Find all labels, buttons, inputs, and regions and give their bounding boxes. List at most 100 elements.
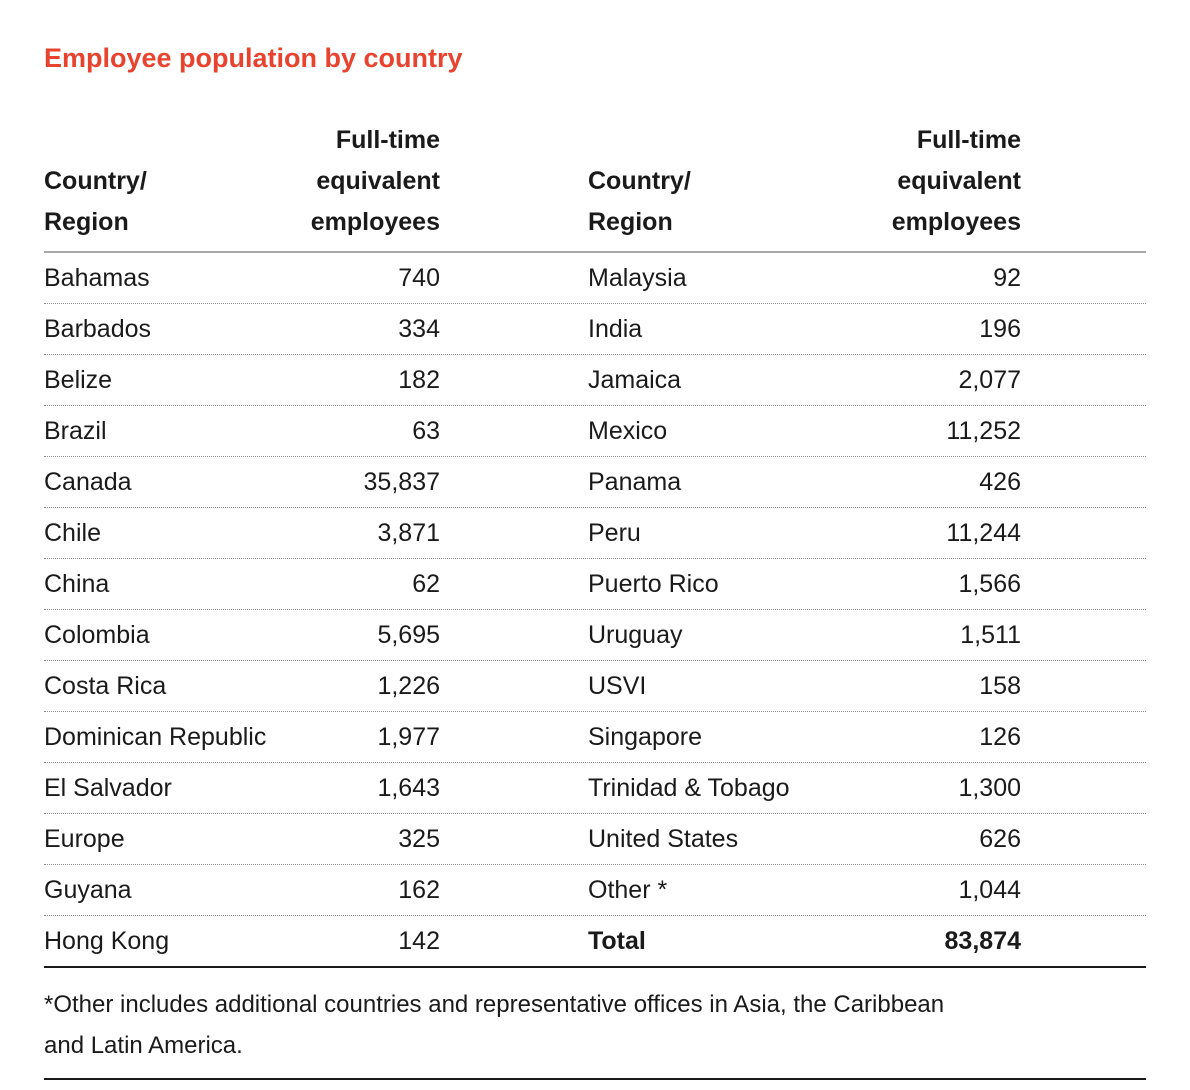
table-row: Hong Kong 142 Total 83,874	[44, 915, 1146, 966]
value-cell: 334	[398, 315, 440, 343]
country-cell: China	[44, 570, 110, 598]
page-title: Employee population by country	[44, 43, 463, 73]
value-cell: 1,300	[958, 774, 1021, 802]
row-right-half: Total 83,874	[588, 925, 1021, 957]
country-cell: Trinidad & Tobago	[588, 774, 790, 802]
country-cell: El Salvador	[44, 774, 172, 802]
value-cell: 3,871	[377, 519, 440, 547]
row-left-half: China 62	[44, 568, 440, 600]
value-cell: 83,874	[944, 927, 1021, 955]
header-line: employees	[891, 208, 1021, 236]
value-cell: 35,837	[363, 468, 440, 496]
row-left-half: Bahamas 740	[44, 262, 440, 294]
bottom-rule	[44, 1078, 1146, 1080]
country-cell: Guyana	[44, 876, 132, 904]
header-right-half: Country/ Region Full-time equivalent emp…	[588, 120, 1021, 243]
country-cell: Colombia	[44, 621, 150, 649]
value-cell: 92	[993, 264, 1021, 292]
country-cell: Chile	[44, 519, 101, 547]
value-cell: 142	[398, 927, 440, 955]
country-cell: Peru	[588, 519, 641, 547]
row-left-half: Belize 182	[44, 364, 440, 396]
table-row: Costa Rica 1,226 USVI 158	[44, 660, 1146, 711]
country-cell: Panama	[588, 468, 682, 496]
row-right-half: Mexico 11,252	[588, 415, 1021, 447]
country-cell: Hong Kong	[44, 927, 170, 955]
header-left-half: Country/ Region Full-time equivalent emp…	[44, 120, 440, 243]
row-right-half: Singapore 126	[588, 721, 1021, 753]
header-fte: Full-time equivalent employees	[892, 120, 1021, 243]
value-cell: 626	[979, 825, 1021, 853]
row-left-half: Barbados 334	[44, 313, 440, 345]
table-row: Dominican Republic 1,977 Singapore 126	[44, 711, 1146, 762]
country-cell: Uruguay	[588, 621, 683, 649]
row-right-half: Malaysia 92	[588, 262, 1021, 294]
row-left-half: Guyana 162	[44, 874, 440, 906]
header-line: employees	[310, 208, 440, 236]
footnote: *Other includes additional countries and…	[44, 984, 1146, 1066]
row-left-half: El Salvador 1,643	[44, 772, 440, 804]
header-fte: Full-time equivalent employees	[311, 120, 440, 243]
row-right-half: USVI 158	[588, 670, 1021, 702]
table-row: Chile 3,871 Peru 11,244	[44, 507, 1146, 558]
country-cell: Barbados	[44, 315, 152, 343]
country-cell: Dominican Republic	[44, 723, 267, 751]
row-left-half: Colombia 5,695	[44, 619, 440, 651]
row-right-half: United States 626	[588, 823, 1021, 855]
row-right-half: Puerto Rico 1,566	[588, 568, 1021, 600]
value-cell: 426	[979, 468, 1021, 496]
header-line: Region	[44, 208, 129, 236]
row-right-half: Peru 11,244	[588, 517, 1021, 549]
value-cell: 1,566	[958, 570, 1021, 598]
value-cell: 1,511	[960, 621, 1021, 649]
header-line: Country/	[44, 167, 147, 195]
table-row: Canada 35,837 Panama 426	[44, 456, 1146, 507]
table-row: China 62 Puerto Rico 1,566	[44, 558, 1146, 609]
country-cell: Costa Rica	[44, 672, 167, 700]
country-cell: Canada	[44, 468, 132, 496]
country-cell: Jamaica	[588, 366, 682, 394]
value-cell: 158	[979, 672, 1021, 700]
header-country-region: Country/ Region	[44, 161, 311, 243]
header-line: Country/	[588, 167, 691, 195]
header-line: Region	[588, 208, 673, 236]
value-cell: 1,044	[958, 876, 1021, 904]
row-right-half: Jamaica 2,077	[588, 364, 1021, 396]
header-country-region: Country/ Region	[588, 161, 892, 243]
row-right-half: Other * 1,044	[588, 874, 1021, 906]
table-row: Belize 182 Jamaica 2,077	[44, 354, 1146, 405]
value-cell: 740	[398, 264, 440, 292]
country-cell: Europe	[44, 825, 125, 853]
country-cell: Brazil	[44, 417, 107, 445]
footnote-line: *Other includes additional countries and…	[44, 991, 945, 1018]
value-cell: 1,643	[377, 774, 440, 802]
country-cell: Bahamas	[44, 264, 150, 292]
value-cell: 1,226	[377, 672, 440, 700]
country-cell: Total	[588, 927, 646, 955]
value-cell: 1,977	[377, 723, 440, 751]
table-row: Brazil 63 Mexico 11,252	[44, 405, 1146, 456]
row-left-half: Costa Rica 1,226	[44, 670, 440, 702]
country-cell: India	[588, 315, 643, 343]
header-line: Full-time	[916, 126, 1021, 154]
row-right-half: India 196	[588, 313, 1021, 345]
value-cell: 5,695	[377, 621, 440, 649]
country-cell: Other *	[588, 876, 668, 904]
footnote-line: and Latin America.	[44, 1032, 243, 1059]
row-right-half: Panama 426	[588, 466, 1021, 498]
value-cell: 2,077	[958, 366, 1021, 394]
country-cell: Belize	[44, 366, 113, 394]
row-left-half: Europe 325	[44, 823, 440, 855]
row-left-half: Hong Kong 142	[44, 925, 440, 957]
employee-table: Country/ Region Full-time equivalent emp…	[44, 120, 1146, 968]
row-left-half: Chile 3,871	[44, 517, 440, 549]
table-row: Europe 325 United States 626	[44, 813, 1146, 864]
row-right-half: Uruguay 1,511	[588, 619, 1021, 651]
country-cell: Malaysia	[588, 264, 687, 292]
row-left-half: Canada 35,837	[44, 466, 440, 498]
country-cell: Puerto Rico	[588, 570, 719, 598]
value-cell: 62	[412, 570, 440, 598]
country-cell: United States	[588, 825, 739, 853]
row-left-half: Dominican Republic 1,977	[44, 721, 440, 753]
